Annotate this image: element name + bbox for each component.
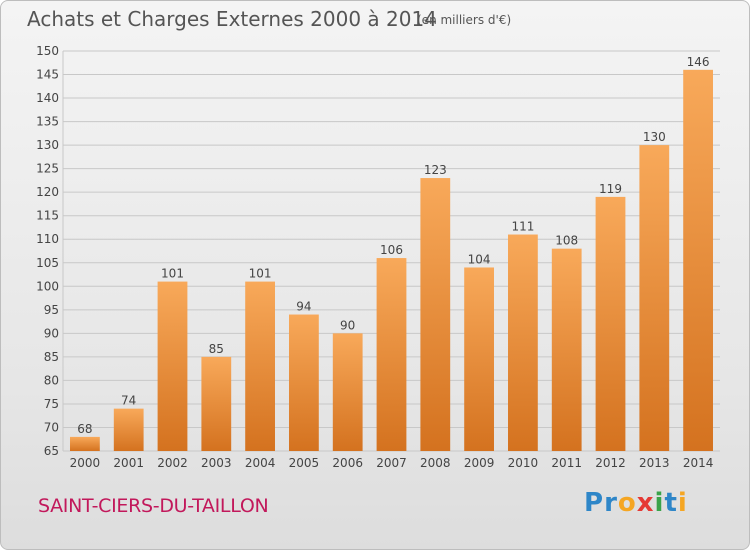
bar-2011 — [551, 248, 582, 451]
y-tick-label: 65 — [44, 444, 59, 458]
data-label: 108 — [555, 234, 578, 248]
chart-subtitle: (en milliers d'€) — [417, 13, 512, 27]
y-tick-label: 70 — [44, 420, 59, 434]
logo-letter: i — [677, 488, 688, 518]
x-tick-label: 2011 — [551, 456, 582, 470]
bar-2000 — [70, 436, 100, 451]
data-label: 123 — [424, 163, 447, 177]
bar-2009 — [464, 267, 494, 451]
bar-2008 — [420, 178, 451, 451]
y-tick-label: 100 — [36, 279, 59, 293]
y-tick-label: 120 — [36, 185, 59, 199]
y-tick-label: 105 — [36, 256, 59, 270]
y-tick-label: 95 — [44, 303, 59, 317]
y-axis-ticks: 65 70 75 80 85 90 95 100 105 110 115 120 125 130 135 14… — [36, 44, 59, 458]
data-label: 106 — [380, 243, 403, 257]
data-label: 94 — [296, 300, 311, 314]
x-tick-label: 2000 — [70, 456, 101, 470]
y-tick-label: 85 — [44, 350, 59, 364]
x-axis-ticks: 2000 2001 2002 2003 2004 2005 2006 2007 2008 2009… — [70, 456, 714, 470]
x-tick-label: 2006 — [332, 456, 363, 470]
logo-letter: x — [636, 488, 655, 518]
data-label: 90 — [340, 318, 355, 332]
data-label: 130 — [643, 130, 666, 144]
logo-letter: o — [617, 488, 637, 518]
y-tick-label: 130 — [36, 138, 59, 152]
x-tick-label: 2003 — [201, 456, 232, 470]
bar-2006 — [332, 333, 363, 451]
data-label: 104 — [468, 252, 491, 266]
bars — [70, 69, 713, 451]
x-tick-label: 2008 — [420, 456, 451, 470]
bar-2001 — [113, 408, 144, 451]
bar-2014 — [683, 69, 713, 451]
logo-letter: i — [654, 488, 665, 518]
bar-2004 — [245, 281, 275, 451]
y-tick-label: 80 — [44, 373, 59, 387]
bar-2012 — [595, 196, 626, 451]
x-tick-label: 2010 — [508, 456, 539, 470]
x-tick-label: 2013 — [639, 456, 670, 470]
data-label: 68 — [77, 422, 92, 436]
proxiti-logo: Proxiti — [584, 488, 688, 518]
bar-2002 — [157, 281, 188, 451]
y-tick-label: 115 — [36, 209, 59, 223]
logo-letter: P — [584, 488, 605, 518]
data-label: 74 — [121, 394, 136, 408]
x-tick-label: 2002 — [157, 456, 188, 470]
y-tick-label: 90 — [44, 326, 59, 340]
x-tick-label: 2001 — [113, 456, 144, 470]
bar-2013 — [639, 145, 670, 451]
chart-title: Achats et Charges Externes 2000 à 2014 — [27, 7, 437, 31]
data-label: 85 — [209, 342, 224, 356]
y-tick-label: 110 — [36, 232, 59, 246]
x-tick-label: 2012 — [595, 456, 626, 470]
y-tick-label: 145 — [36, 68, 59, 82]
x-tick-label: 2005 — [289, 456, 320, 470]
x-tick-label: 2004 — [245, 456, 276, 470]
x-tick-label: 2009 — [464, 456, 495, 470]
data-label: 101 — [161, 267, 184, 281]
location-name: SAINT-CIERS-DU-TAILLON — [38, 495, 269, 517]
bar-2003 — [201, 356, 232, 451]
y-tick-label: 135 — [36, 115, 59, 129]
y-tick-label: 125 — [36, 162, 59, 176]
data-label: 119 — [599, 182, 622, 196]
bar-2010 — [508, 234, 538, 451]
y-tick-label: 140 — [36, 91, 59, 105]
x-tick-label: 2014 — [683, 456, 714, 470]
data-labels: 68 74 101 85 101 94 90 106 123 104 111 108 119 130 146 — [77, 55, 709, 436]
bar-2007 — [376, 258, 407, 451]
logo-letter: r — [604, 488, 618, 518]
x-tick-label: 2007 — [376, 456, 407, 470]
data-label: 101 — [249, 267, 272, 281]
data-label: 146 — [687, 55, 710, 69]
data-label: 111 — [511, 220, 534, 234]
bar-2005 — [289, 314, 319, 451]
logo-letter: t — [664, 488, 678, 518]
y-tick-label: 75 — [44, 397, 59, 411]
y-tick-label: 150 — [36, 44, 59, 58]
